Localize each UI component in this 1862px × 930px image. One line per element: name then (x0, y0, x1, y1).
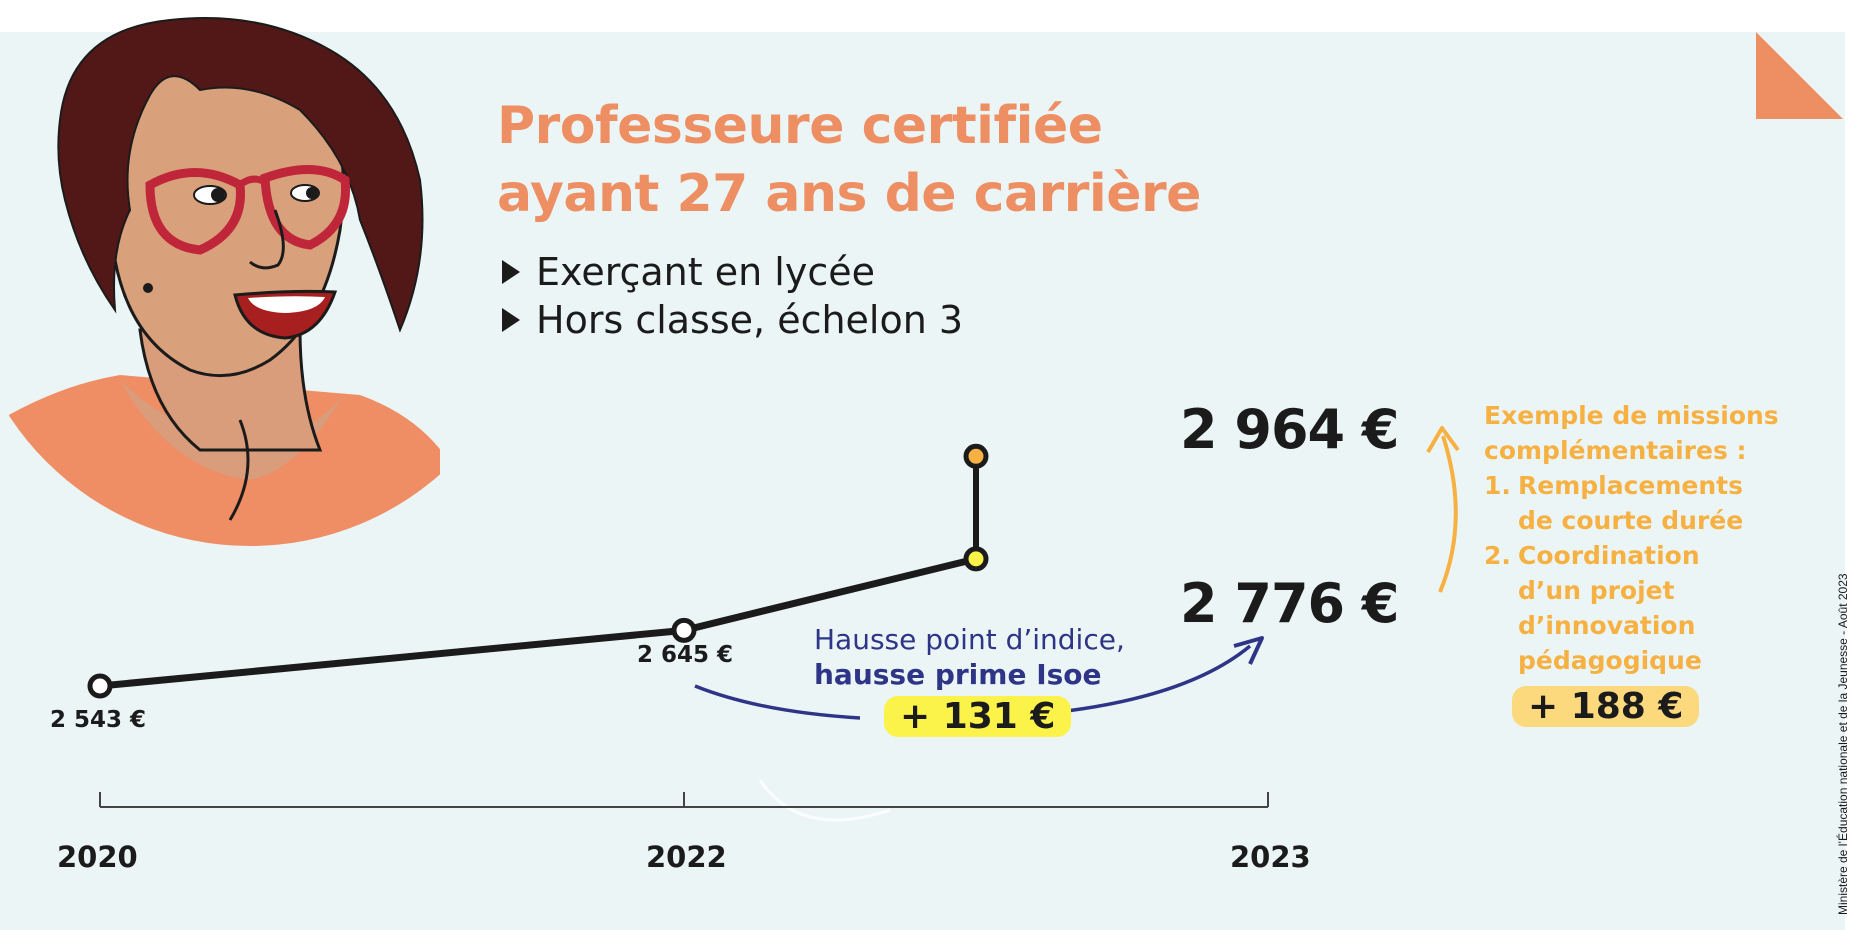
missions-item-1-line-2: de courte durée (1518, 506, 1744, 535)
indice-note-line-1: Hausse point d’indice, (814, 623, 1125, 656)
x-tick-label-2023: 2023 (1230, 840, 1311, 874)
data-point-2020 (87, 673, 113, 699)
corner-fold (1756, 32, 1843, 119)
missions-item-1-line-1: Remplacements (1518, 471, 1743, 500)
x-tick-label-2020: 2020 (57, 840, 138, 874)
value-label-2022: 2 645 € (637, 642, 734, 668)
value-label-missions-total: 2 964 € (1180, 398, 1399, 461)
curved-arrow-missions (1438, 435, 1458, 593)
title-line-1: Professeure certifiée (497, 96, 1103, 156)
bullet-text-2: Hors classe, échelon 3 (536, 298, 964, 342)
teacher-portrait (0, 17, 440, 546)
credit-text: Ministère de l’Éducation nationale et de… (1836, 573, 1850, 915)
bullet-item-1: Exerçant en lycée (502, 250, 875, 294)
curved-arrow-left (694, 684, 861, 720)
missions-title-line-1: Exemple de missions (1484, 401, 1779, 430)
value-label-2020: 2 543 € (50, 707, 147, 733)
missions-item-1-num: 1. (1484, 471, 1511, 500)
bullet-text-1: Exerçant en lycée (536, 250, 875, 294)
arrow-head-gold-icon (1426, 426, 1460, 454)
arrow-head-navy-icon (1233, 636, 1264, 665)
missions-item-2-num: 2. (1484, 541, 1511, 570)
triangle-bullet-icon (502, 260, 520, 284)
missions-item-2-line-4: pédagogique (1518, 646, 1702, 675)
missions-title-line-2: complémentaires : (1484, 436, 1747, 465)
missions-increase-badge: + 188 € (1512, 686, 1700, 727)
title-line-2: ayant 27 ans de carrière (497, 164, 1201, 224)
data-point-2023 (963, 546, 989, 572)
value-label-2023: 2 776 € (1180, 572, 1399, 635)
triangle-bullet-icon (502, 308, 520, 332)
x-tick-label-2022: 2022 (646, 840, 727, 874)
indice-note-line-2: hausse prime Isoe (814, 658, 1102, 691)
indice-increase-badge: + 131 € (884, 696, 1072, 737)
missions-item-2-line-3: d’innovation (1518, 611, 1696, 640)
curved-arrow-right (1039, 644, 1252, 716)
bullet-item-2: Hors classe, échelon 3 (502, 298, 963, 342)
data-point-missions (963, 443, 989, 469)
missions-item-2-line-2: d’un projet (1518, 576, 1675, 605)
data-point-2022 (671, 617, 697, 643)
missions-item-2-line-1: Coordination (1518, 541, 1700, 570)
